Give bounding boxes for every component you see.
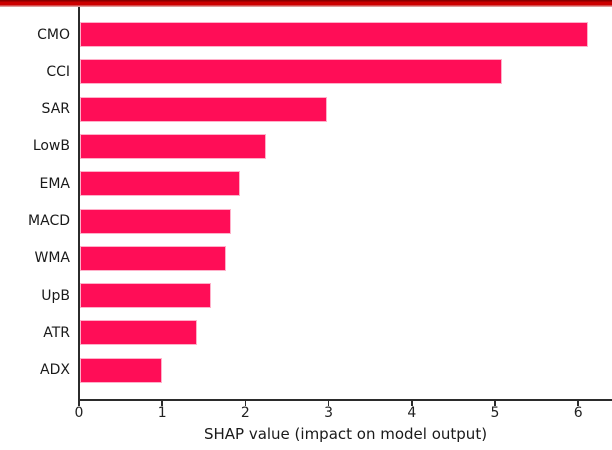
bar: [80, 22, 588, 47]
x-tick-mark: [244, 401, 247, 406]
x-tick-mark: [411, 401, 413, 406]
y-axis-label: LowB: [32, 138, 70, 155]
x-axis-spine: [78, 399, 612, 401]
x-tick-label: 6: [573, 405, 583, 421]
y-axis-label: SAR: [41, 101, 70, 118]
y-axis-label: CCI: [46, 63, 70, 80]
top-red-rule: [0, 0, 612, 7]
y-axis-label: WMA: [34, 250, 71, 267]
bar: [80, 208, 232, 234]
x-tick-mark: [327, 401, 330, 406]
x-axis-title: SHAP value (impact on model output): [203, 425, 488, 443]
y-axis-label: ATR: [43, 324, 70, 341]
bar: [80, 133, 266, 159]
x-tick-label: 3: [324, 405, 334, 421]
y-axis-label: EMA: [39, 175, 70, 192]
x-tick-label: 0: [74, 405, 84, 421]
bar: [80, 96, 328, 122]
x-tick-label: 4: [407, 405, 417, 421]
bar: [80, 171, 240, 197]
bar: [80, 283, 211, 309]
bar: [80, 320, 198, 346]
y-axis-label: MACD: [28, 213, 70, 229]
x-tick-mark: [494, 401, 496, 406]
x-tick-label: 1: [157, 405, 167, 421]
x-tick-mark: [161, 401, 163, 406]
y-axis-spine: [78, 7, 80, 401]
y-axis-label: CMO: [37, 26, 70, 43]
x-tick-mark: [577, 401, 579, 406]
x-tick-label: 5: [490, 405, 500, 421]
x-tick-mark: [78, 401, 80, 406]
bar: [80, 245, 226, 271]
bar: [80, 357, 163, 383]
x-tick-label: 2: [240, 405, 250, 421]
y-axis-label: UpB: [41, 287, 70, 304]
bar: [80, 59, 502, 85]
y-axis-label: ADX: [40, 362, 70, 379]
